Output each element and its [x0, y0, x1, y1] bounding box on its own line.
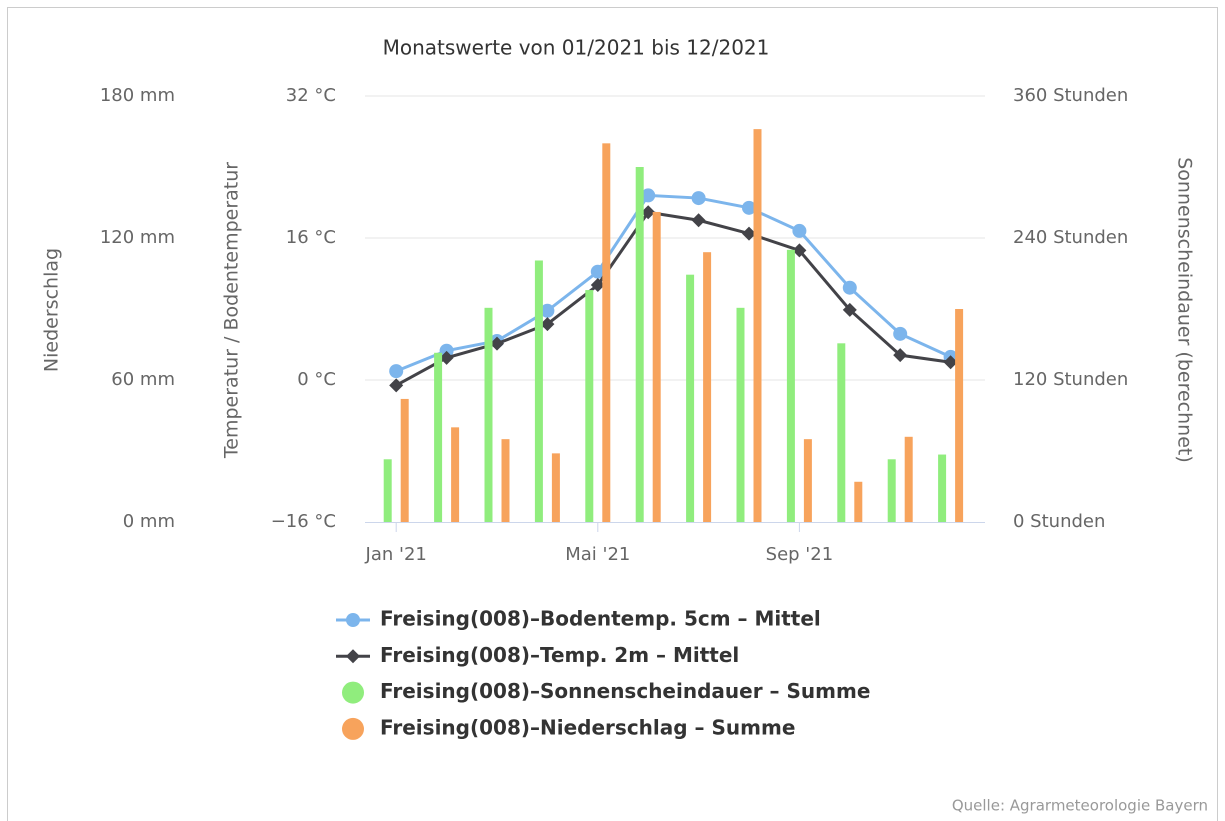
bar — [904, 436, 913, 522]
credit: Quelle: Agrarmeteorologie Bayern — [952, 797, 1208, 815]
bar — [501, 439, 510, 522]
y-tick-label: 0 mm — [123, 511, 175, 532]
bar — [686, 274, 695, 522]
point — [943, 355, 958, 370]
point — [490, 336, 504, 351]
legend-label[interactable]: Freising(008)–Temp. 2m – Mittel — [380, 643, 739, 667]
bar — [736, 307, 745, 522]
bar — [434, 352, 443, 522]
chart-border — [7, 7, 1218, 821]
point — [792, 223, 807, 238]
y-axis-title: Niederschlag — [41, 248, 63, 372]
bar — [703, 252, 712, 522]
point — [842, 280, 857, 295]
point — [346, 613, 360, 627]
legend-label[interactable]: Freising(008)–Bodentemp. 5cm – Mittel — [380, 607, 821, 631]
x-tick-label: Mai '21 — [565, 544, 630, 565]
bar — [534, 260, 543, 522]
y2-tick-label: −16 °C — [271, 511, 336, 532]
legend-label[interactable]: Freising(008)–Niederschlag – Summe — [380, 715, 795, 739]
y3-tick-label: 120 Stunden — [1013, 369, 1128, 390]
y2-tick-label: 16 °C — [286, 227, 336, 248]
y2-tick-label: 0 °C — [297, 369, 336, 390]
y3-axis-title: Sonnenscheindauer (berechnet) — [1174, 157, 1196, 463]
point — [742, 226, 756, 241]
point — [540, 317, 555, 332]
bar — [938, 454, 947, 522]
point — [540, 303, 555, 318]
legend-marker — [342, 717, 364, 740]
y2-tick-label: 32 °C — [286, 85, 336, 106]
point — [792, 243, 807, 258]
point — [346, 649, 360, 664]
point — [893, 326, 908, 341]
point — [691, 191, 706, 206]
bar — [887, 459, 896, 522]
point — [842, 302, 857, 317]
y-tick-label: 60 mm — [111, 369, 175, 390]
y3-tick-label: 360 Stunden — [1013, 85, 1128, 106]
y-tick-label: 120 mm — [100, 227, 175, 248]
bar — [652, 211, 661, 522]
point — [641, 205, 656, 220]
point — [389, 378, 404, 393]
bar — [602, 143, 611, 523]
bar — [400, 398, 409, 522]
bar — [383, 459, 392, 522]
point — [439, 350, 454, 365]
bar — [803, 439, 812, 522]
bar — [484, 307, 493, 522]
x-tick-label: Jan '21 — [365, 544, 427, 565]
y2-axis-title: Temperatur / Bodentemperatur — [221, 162, 243, 459]
point — [439, 343, 454, 358]
bar — [955, 309, 964, 522]
point — [641, 188, 656, 203]
legend-label[interactable]: Freising(008)–Sonnenscheindauer – Summe — [380, 679, 870, 703]
x-tick-label: Sep '21 — [766, 544, 834, 565]
point — [590, 264, 605, 279]
bar — [753, 129, 762, 522]
bar — [551, 453, 560, 522]
y3-tick-label: 240 Stunden — [1013, 227, 1128, 248]
point — [389, 364, 404, 379]
point — [590, 278, 605, 293]
bar — [786, 249, 795, 523]
point — [742, 200, 756, 215]
bar — [837, 343, 846, 522]
point — [691, 213, 706, 228]
point — [893, 348, 908, 363]
chart-title: Monatswerte von 01/2021 bis 12/2021 — [383, 36, 770, 60]
legend-marker — [342, 681, 364, 704]
y3-tick-label: 0 Stunden — [1013, 511, 1105, 532]
bar — [451, 427, 460, 522]
y-tick-label: 180 mm — [100, 85, 175, 106]
bar — [635, 167, 644, 522]
bar — [585, 290, 594, 522]
bar — [854, 481, 863, 522]
